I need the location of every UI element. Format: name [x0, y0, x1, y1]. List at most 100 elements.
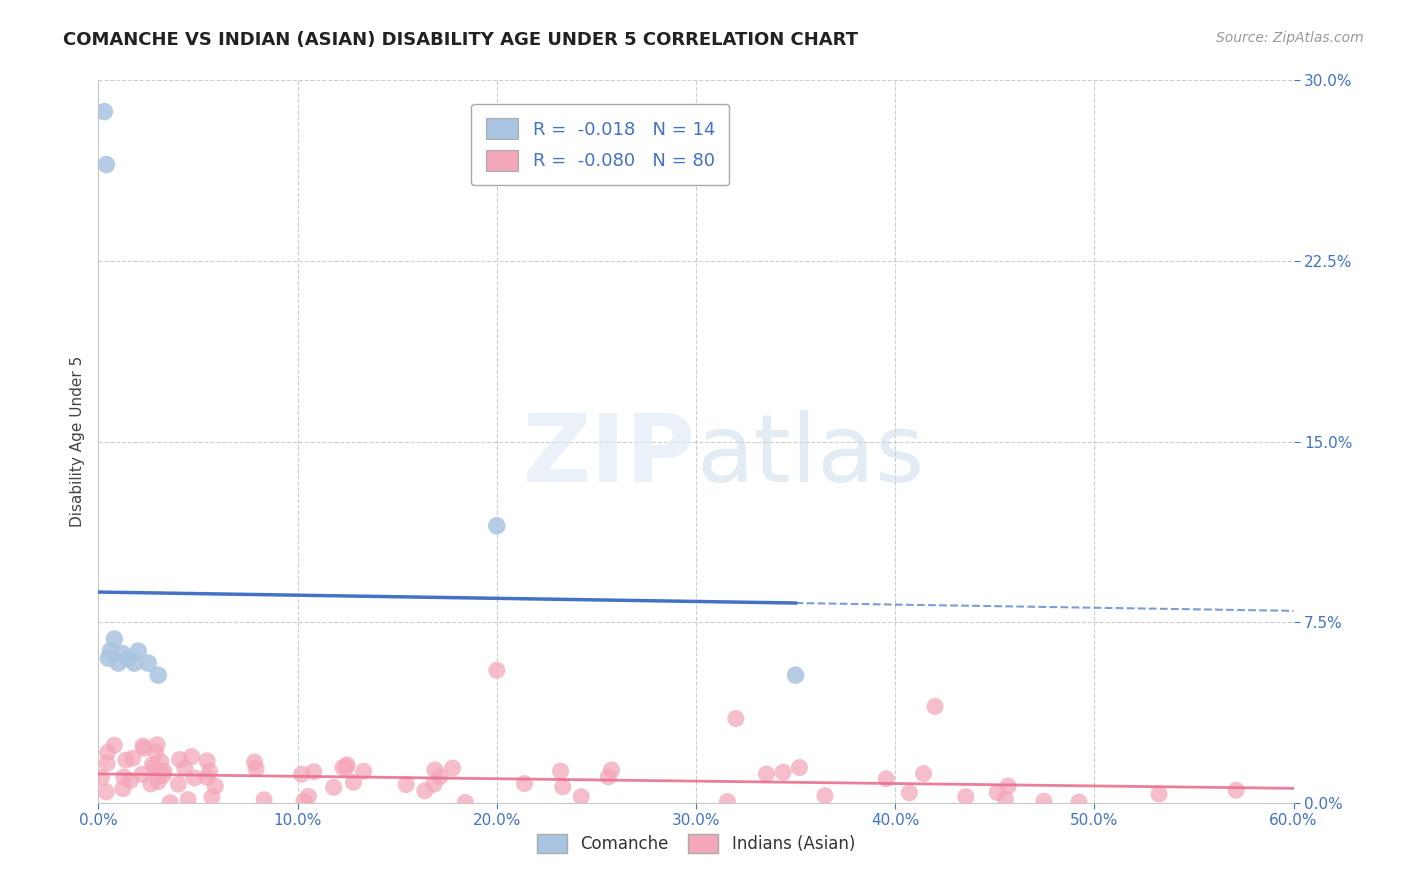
- Point: [146, 738, 169, 752]
- Point: [423, 777, 446, 791]
- Point: [127, 644, 149, 658]
- Point: [423, 763, 446, 777]
- Point: [111, 781, 134, 796]
- Point: [195, 770, 218, 784]
- Point: [1225, 783, 1247, 797]
- Point: [245, 761, 267, 775]
- Point: [195, 754, 218, 768]
- Point: [132, 739, 155, 753]
- Point: [145, 745, 167, 759]
- Point: [153, 764, 176, 779]
- Point: [243, 755, 266, 769]
- Point: [117, 651, 139, 665]
- Point: [148, 668, 170, 682]
- Point: [598, 770, 620, 784]
- Text: Source: ZipAtlas.com: Source: ZipAtlas.com: [1216, 31, 1364, 45]
- Point: [204, 779, 226, 793]
- Point: [198, 764, 221, 779]
- Point: [724, 712, 747, 726]
- Point: [755, 767, 778, 781]
- Point: [485, 664, 508, 678]
- Point: [136, 656, 159, 670]
- Point: [302, 764, 325, 779]
- Point: [1147, 787, 1170, 801]
- Point: [112, 770, 135, 784]
- Point: [600, 763, 623, 777]
- Point: [96, 785, 118, 799]
- Point: [96, 157, 118, 171]
- Point: [167, 777, 190, 791]
- Point: [342, 775, 364, 789]
- Point: [912, 766, 935, 780]
- Point: [485, 518, 508, 533]
- Point: [814, 789, 837, 803]
- Point: [550, 764, 572, 778]
- Point: [183, 771, 205, 785]
- Point: [152, 768, 174, 782]
- Point: [93, 104, 115, 119]
- Point: [121, 751, 143, 765]
- Point: [96, 745, 118, 759]
- Point: [955, 789, 977, 804]
- Point: [90, 771, 112, 785]
- Point: [97, 651, 120, 665]
- Point: [132, 741, 155, 756]
- Point: [96, 756, 118, 771]
- Point: [103, 632, 125, 646]
- Point: [789, 761, 811, 775]
- Point: [413, 784, 436, 798]
- Point: [1033, 794, 1056, 808]
- Point: [111, 647, 134, 661]
- Point: [169, 752, 191, 766]
- Point: [139, 777, 162, 791]
- Point: [131, 767, 153, 781]
- Point: [148, 774, 170, 789]
- Point: [395, 778, 418, 792]
- Point: [716, 795, 738, 809]
- Point: [875, 772, 897, 786]
- Point: [898, 786, 921, 800]
- Point: [1067, 795, 1090, 809]
- Legend: Comanche, Indians (Asian): Comanche, Indians (Asian): [530, 827, 862, 860]
- Point: [297, 789, 319, 804]
- Point: [441, 761, 464, 775]
- Point: [115, 753, 138, 767]
- Point: [98, 644, 122, 658]
- Point: [180, 749, 202, 764]
- Point: [103, 739, 125, 753]
- Point: [513, 776, 536, 790]
- Point: [120, 773, 142, 788]
- Point: [253, 793, 276, 807]
- Point: [772, 765, 794, 780]
- Point: [291, 767, 314, 781]
- Text: atlas: atlas: [696, 410, 924, 502]
- Point: [994, 792, 1017, 806]
- Point: [429, 770, 451, 784]
- Point: [201, 790, 224, 805]
- Point: [997, 779, 1019, 793]
- Point: [149, 755, 172, 769]
- Point: [332, 760, 354, 774]
- Point: [292, 794, 315, 808]
- Y-axis label: Disability Age Under 5: Disability Age Under 5: [69, 356, 84, 527]
- Text: COMANCHE VS INDIAN (ASIAN) DISABILITY AGE UNDER 5 CORRELATION CHART: COMANCHE VS INDIAN (ASIAN) DISABILITY AG…: [63, 31, 858, 49]
- Point: [143, 760, 166, 774]
- Point: [107, 656, 129, 670]
- Point: [335, 760, 357, 774]
- Point: [141, 757, 163, 772]
- Point: [551, 780, 574, 794]
- Point: [986, 785, 1008, 799]
- Point: [569, 789, 592, 804]
- Point: [173, 761, 195, 775]
- Point: [336, 757, 359, 772]
- Point: [146, 768, 169, 782]
- Point: [177, 792, 200, 806]
- Point: [785, 668, 807, 682]
- Point: [454, 796, 477, 810]
- Point: [353, 764, 375, 779]
- Text: ZIP: ZIP: [523, 410, 696, 502]
- Point: [159, 796, 181, 810]
- Point: [924, 699, 946, 714]
- Point: [322, 780, 344, 795]
- Point: [124, 656, 146, 670]
